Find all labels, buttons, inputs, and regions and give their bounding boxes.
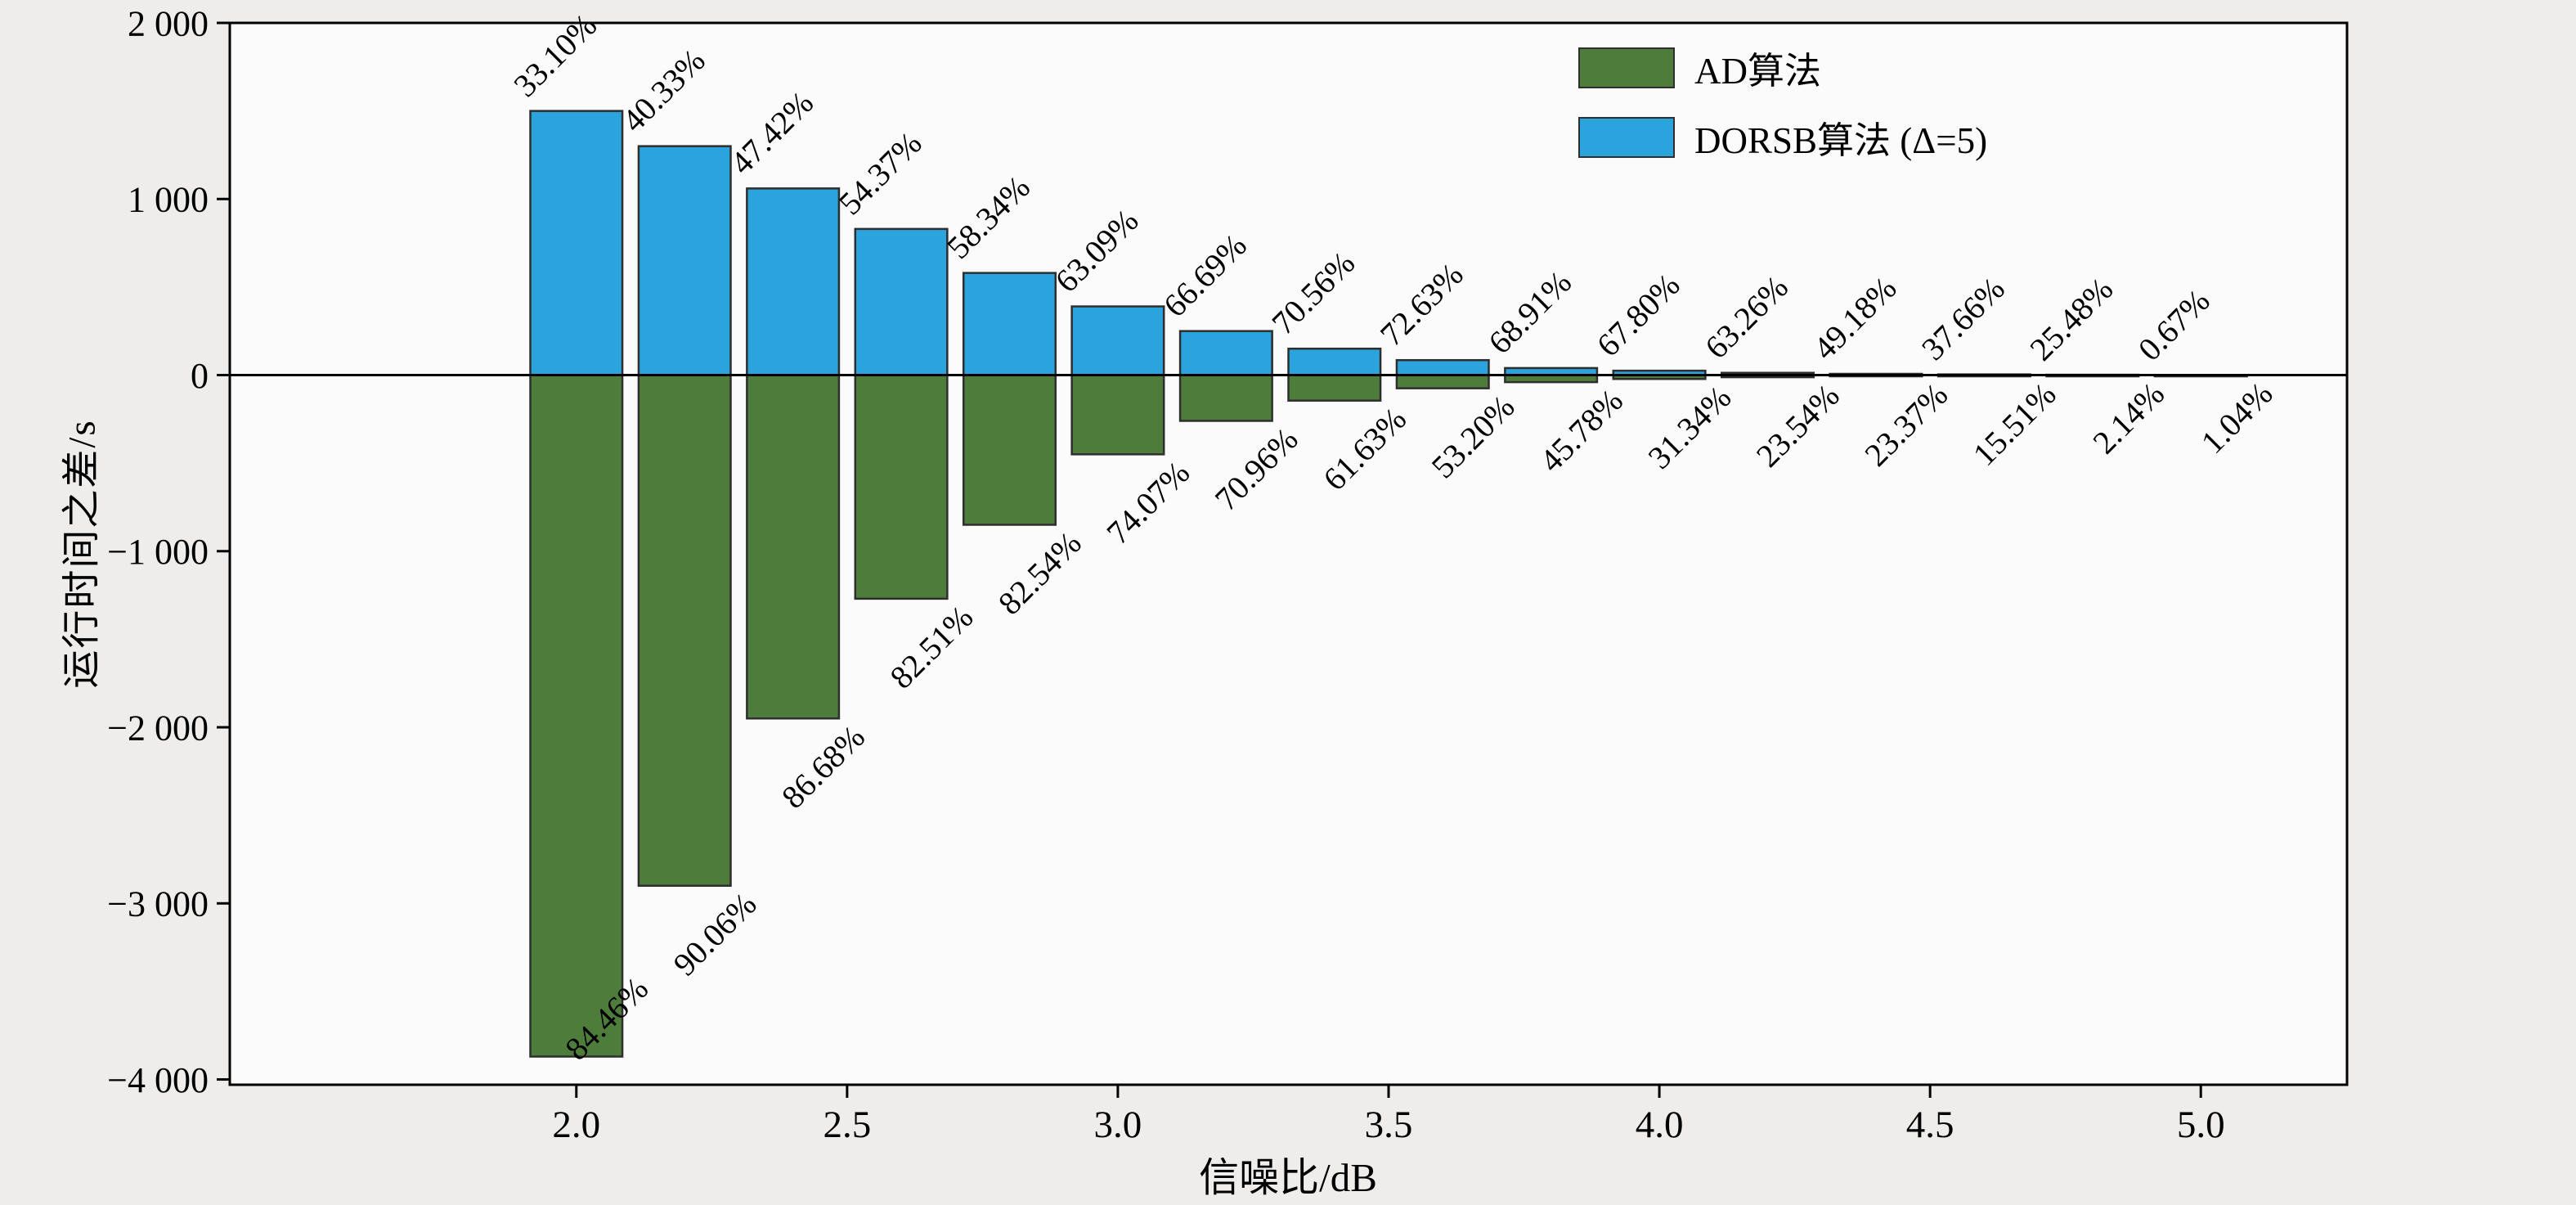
legend: AD算法 DORSB算法 (Δ=5) (1578, 41, 1987, 164)
legend-label-dorsb: DORSB算法 (Δ=5) (1694, 120, 1988, 161)
y-tick-label: −3 000 (107, 884, 209, 924)
bar-ad (854, 374, 949, 600)
bar-ad (1287, 374, 1382, 402)
y-tick-label: −1 000 (107, 532, 209, 572)
bar-dorsb (746, 187, 841, 376)
y-tick-label: 2 000 (128, 3, 209, 43)
bar-dorsb (1395, 358, 1490, 376)
legend-item-dorsb: DORSB算法 (Δ=5) (1578, 110, 1987, 164)
bar-dorsb (1287, 347, 1382, 376)
bar-dorsb (1070, 305, 1165, 376)
x-tick-label: 4.0 (1636, 1104, 1684, 1146)
bar-ad (637, 374, 732, 888)
bar-dorsb (529, 110, 624, 376)
x-tick-label: 4.5 (1906, 1104, 1954, 1146)
legend-swatch-blue (1578, 116, 1675, 158)
bar-ad (1070, 374, 1165, 456)
x-tick-label: 3.5 (1365, 1104, 1413, 1146)
x-tick-label: 5.0 (2177, 1104, 2225, 1146)
bar-ad (529, 374, 624, 1058)
bar-ad (746, 374, 841, 720)
bar-ad (962, 374, 1057, 526)
y-tick-label: 0 (191, 356, 209, 396)
legend-item-ad: AD算法 (1578, 41, 1987, 94)
x-tick-label: 2.5 (823, 1104, 871, 1146)
y-axis-label: 运行时间之差/s (61, 419, 104, 689)
x-tick-label: 2.0 (552, 1104, 600, 1146)
y-tick-label: 1 000 (128, 180, 209, 220)
y-tick-label: −2 000 (107, 708, 209, 748)
bar-ad (1178, 374, 1273, 422)
y-tick-label: −4 000 (107, 1060, 209, 1100)
legend-label-ad: AD算法 (1694, 51, 1821, 92)
bar-dorsb (962, 272, 1057, 376)
bar-dorsb (1178, 330, 1273, 376)
bar-dorsb (854, 227, 949, 376)
x-tick-label: 3.0 (1094, 1104, 1142, 1146)
bar-dorsb (637, 145, 732, 376)
legend-swatch-green (1578, 47, 1675, 88)
bar-ad (1395, 374, 1490, 389)
x-axis-label: 信噪比/dB (1199, 1155, 1377, 1200)
plot-border (228, 21, 2349, 1086)
